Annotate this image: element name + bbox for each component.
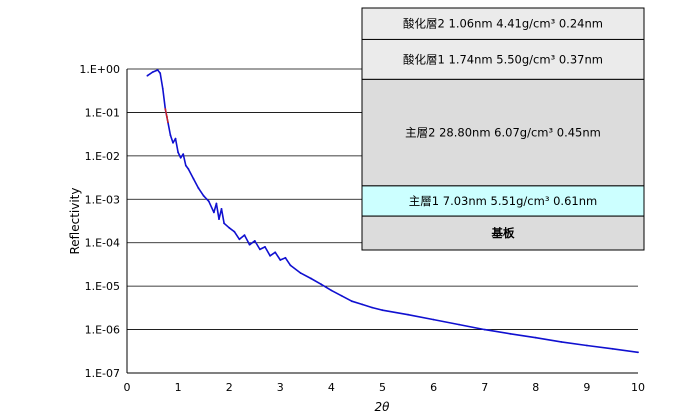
data-point <box>167 121 169 123</box>
data-point <box>259 248 261 251</box>
layer-box <box>361 78 645 187</box>
y-tick-label: 1.E-05 <box>85 280 120 293</box>
data-point <box>274 251 277 254</box>
x-tick-label: 4 <box>328 381 335 394</box>
y-tick-label: 1.E-07 <box>85 367 120 380</box>
data-point <box>179 156 182 159</box>
x-tick-label: 5 <box>379 381 386 394</box>
data-point <box>509 332 512 335</box>
data-point <box>184 164 187 167</box>
data-point <box>586 344 588 347</box>
layer-box <box>361 38 645 80</box>
x-tick-label: 10 <box>631 381 645 394</box>
data-point <box>253 240 256 242</box>
x-tick-label: 6 <box>430 381 437 394</box>
data-point <box>264 246 266 248</box>
x-tick-label: 2 <box>226 381 233 394</box>
data-point <box>458 323 461 326</box>
y-tick-label: 1.E-06 <box>85 324 120 337</box>
layer-label: 主層1 7.03nm 5.51g/cm³ 0.61nm <box>409 194 597 208</box>
data-point <box>340 294 343 297</box>
data-point <box>233 230 236 233</box>
data-point <box>207 200 210 203</box>
data-point <box>169 134 172 137</box>
data-point <box>220 208 223 210</box>
data-point <box>166 115 168 118</box>
data-point <box>299 272 302 274</box>
data-point <box>350 300 353 303</box>
layer-stack-diagram: 酸化層2 1.06nm 4.41g/cm³ 0.24nm 酸化層1 1.74nm … <box>361 7 645 251</box>
series-group <box>146 69 639 354</box>
data-point <box>284 256 287 259</box>
data-point <box>151 71 154 73</box>
data-point <box>407 313 409 316</box>
data-point <box>164 108 167 110</box>
x-axis-title: 2θ <box>375 400 391 414</box>
data-point <box>177 151 180 154</box>
series-line <box>146 69 639 354</box>
layer-label: 主層2 28.80nm 6.07g/cm³ 0.45nm <box>405 126 601 140</box>
data-point <box>289 264 292 267</box>
data-point <box>432 318 435 321</box>
data-point <box>172 141 174 144</box>
data-point <box>156 69 159 71</box>
layer-label: 基板 <box>491 226 515 240</box>
data-point <box>483 328 486 331</box>
data-point <box>361 303 363 306</box>
data-point <box>381 309 384 312</box>
y-tick-label: 1.E-03 <box>85 193 120 206</box>
layer-box <box>361 185 645 217</box>
data-point <box>192 177 195 180</box>
data-point <box>238 238 241 241</box>
data-point <box>637 351 639 354</box>
data-point <box>197 187 200 190</box>
y-axis-title: Reflectivity <box>68 187 82 254</box>
x-tick-labels: 0 1 2 3 4 5 6 7 8 9 10 <box>124 381 646 394</box>
series-line <box>164 108 169 123</box>
data-point <box>187 168 190 170</box>
layer-label: 酸化層1 1.74nm 5.50g/cm³ 0.37nm <box>403 52 603 66</box>
data-point <box>202 194 205 197</box>
y-tick-label: 1.E-01 <box>85 106 120 119</box>
y-tick-label: 1.E+00 <box>79 63 120 76</box>
data-point <box>218 218 220 221</box>
data-point <box>330 289 333 292</box>
data-point <box>161 87 164 90</box>
x-tick-label: 7 <box>481 381 488 394</box>
data-point <box>611 347 614 350</box>
data-point <box>174 137 177 140</box>
data-point <box>146 74 149 77</box>
data-point <box>310 277 312 280</box>
layer-box <box>361 215 645 251</box>
y-tick-label: 1.E-04 <box>85 237 120 250</box>
data-point <box>371 306 374 309</box>
data-point <box>159 72 162 75</box>
x-tick-label: 9 <box>583 381 590 394</box>
data-point <box>213 211 215 214</box>
y-tick-labels: 1.E-07 1.E-06 1.E-05 1.E-04 1.E-03 1.E-02 1.E-… <box>79 63 120 380</box>
data-point <box>182 153 185 156</box>
data-point <box>269 254 271 257</box>
data-point <box>243 234 246 237</box>
y-tick-label: 1.E-02 <box>85 150 120 163</box>
data-point <box>248 243 251 246</box>
x-tick-label: 1 <box>175 381 182 394</box>
data-point <box>228 226 231 229</box>
data-point <box>320 283 323 286</box>
layer-box <box>361 7 645 40</box>
layer-label: 酸化層2 1.06nm 4.41g/cm³ 0.24nm <box>403 17 603 31</box>
x-tick-label: 3 <box>277 381 284 394</box>
data-point <box>223 222 226 225</box>
x-tick-label: 8 <box>532 381 539 394</box>
data-point <box>560 341 563 343</box>
data-point <box>534 336 537 339</box>
data-point <box>279 259 282 261</box>
data-point <box>215 202 218 205</box>
x-tick-label: 0 <box>124 381 131 394</box>
